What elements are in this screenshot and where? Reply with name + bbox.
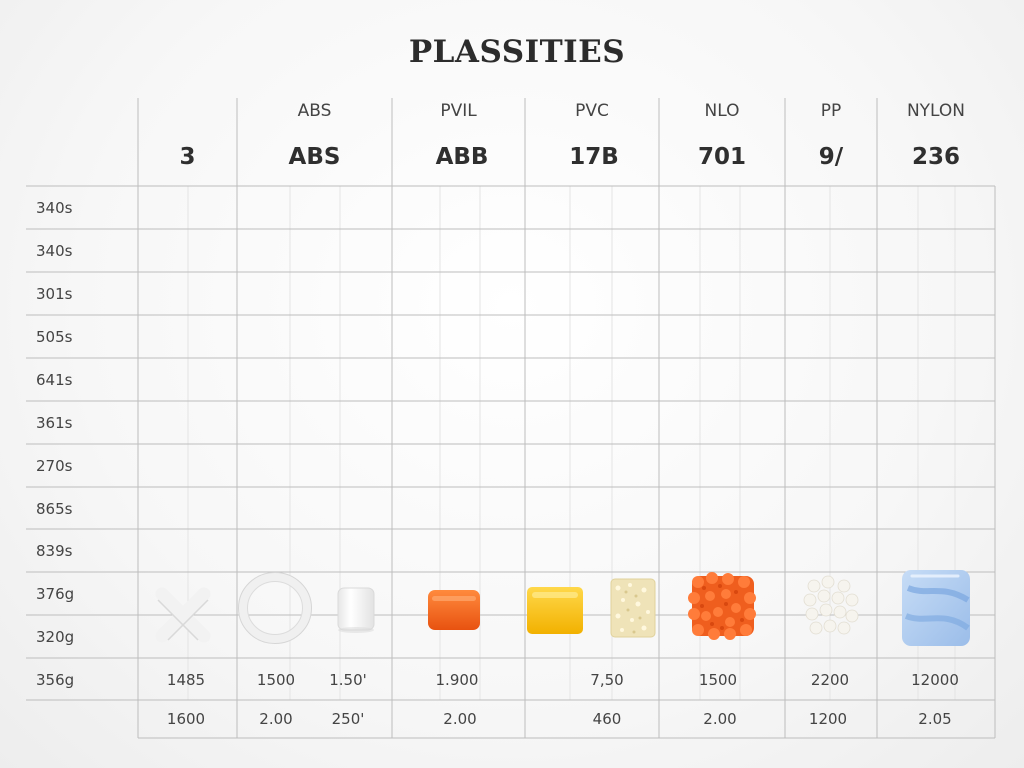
column-header-code: ABS bbox=[288, 144, 341, 170]
white-granular-sample-icon bbox=[803, 575, 859, 635]
column-header-name bbox=[138, 98, 237, 124]
column-header-name: PP bbox=[820, 101, 842, 121]
orange-block-sample-icon bbox=[428, 590, 480, 630]
blue-block-sample-icon bbox=[902, 570, 970, 646]
table-cell: 2.00 bbox=[703, 710, 737, 728]
table-cell: 2.00 bbox=[259, 710, 293, 728]
x-shaped-white-sample-icon bbox=[155, 587, 211, 643]
table-cell: 2.00 bbox=[443, 710, 477, 728]
column-header-code: 17B bbox=[569, 144, 619, 170]
white-ring-sample-icon bbox=[238, 572, 312, 644]
row-label: 340s bbox=[36, 199, 73, 217]
table-cell: 1.900 bbox=[435, 670, 479, 689]
column-header-code: 3 bbox=[179, 144, 196, 170]
table-cell: 1200 bbox=[808, 710, 848, 728]
table-cell: 1600 bbox=[166, 710, 206, 728]
table-cell: 1485 bbox=[166, 670, 206, 689]
row-label: 505s bbox=[36, 328, 73, 346]
row-label: 320g bbox=[36, 628, 75, 646]
column-header-name: PVC bbox=[575, 101, 609, 121]
column-header-code: 9/ bbox=[818, 144, 844, 170]
column-header-code: 236 bbox=[911, 144, 960, 170]
row-label: 356g bbox=[36, 670, 75, 689]
row-label: 340s bbox=[36, 242, 73, 260]
column-header-code: ABB bbox=[435, 144, 489, 170]
table-cell: 1.50' bbox=[329, 670, 367, 689]
column-header-name: NYLON bbox=[906, 101, 966, 121]
column-header-code: 701 bbox=[697, 144, 746, 170]
table-cell: 1500 bbox=[256, 670, 296, 689]
row-label: 361s bbox=[36, 414, 73, 432]
cream-granular-sample-icon bbox=[610, 578, 656, 638]
orange-fibrous-sample-icon bbox=[688, 572, 756, 640]
row-label: 641s bbox=[36, 371, 73, 389]
table-cell: 2.05 bbox=[918, 710, 952, 728]
row-label: 301s bbox=[36, 285, 73, 303]
page-title: PLASSITIES bbox=[408, 34, 626, 70]
table-cell: 1500 bbox=[698, 670, 738, 689]
table-cell: 2200 bbox=[810, 670, 850, 689]
column-header-name: PVIL bbox=[440, 101, 477, 121]
column-header-name: NLO bbox=[704, 101, 740, 121]
row-label: 270s bbox=[36, 457, 73, 475]
table-cell: 250' bbox=[331, 710, 365, 728]
row-label: 839s bbox=[36, 542, 73, 560]
table-cell: 460 bbox=[592, 710, 622, 728]
yellow-block-sample-icon bbox=[527, 587, 583, 634]
white-cylinder-sample-icon bbox=[337, 587, 375, 633]
row-label: 376g bbox=[36, 585, 75, 603]
column-header-name: ABS bbox=[297, 101, 332, 121]
table-cell: 7,50 bbox=[590, 670, 624, 689]
table-cell: 12000 bbox=[911, 670, 959, 689]
row-label: 865s bbox=[36, 499, 73, 518]
